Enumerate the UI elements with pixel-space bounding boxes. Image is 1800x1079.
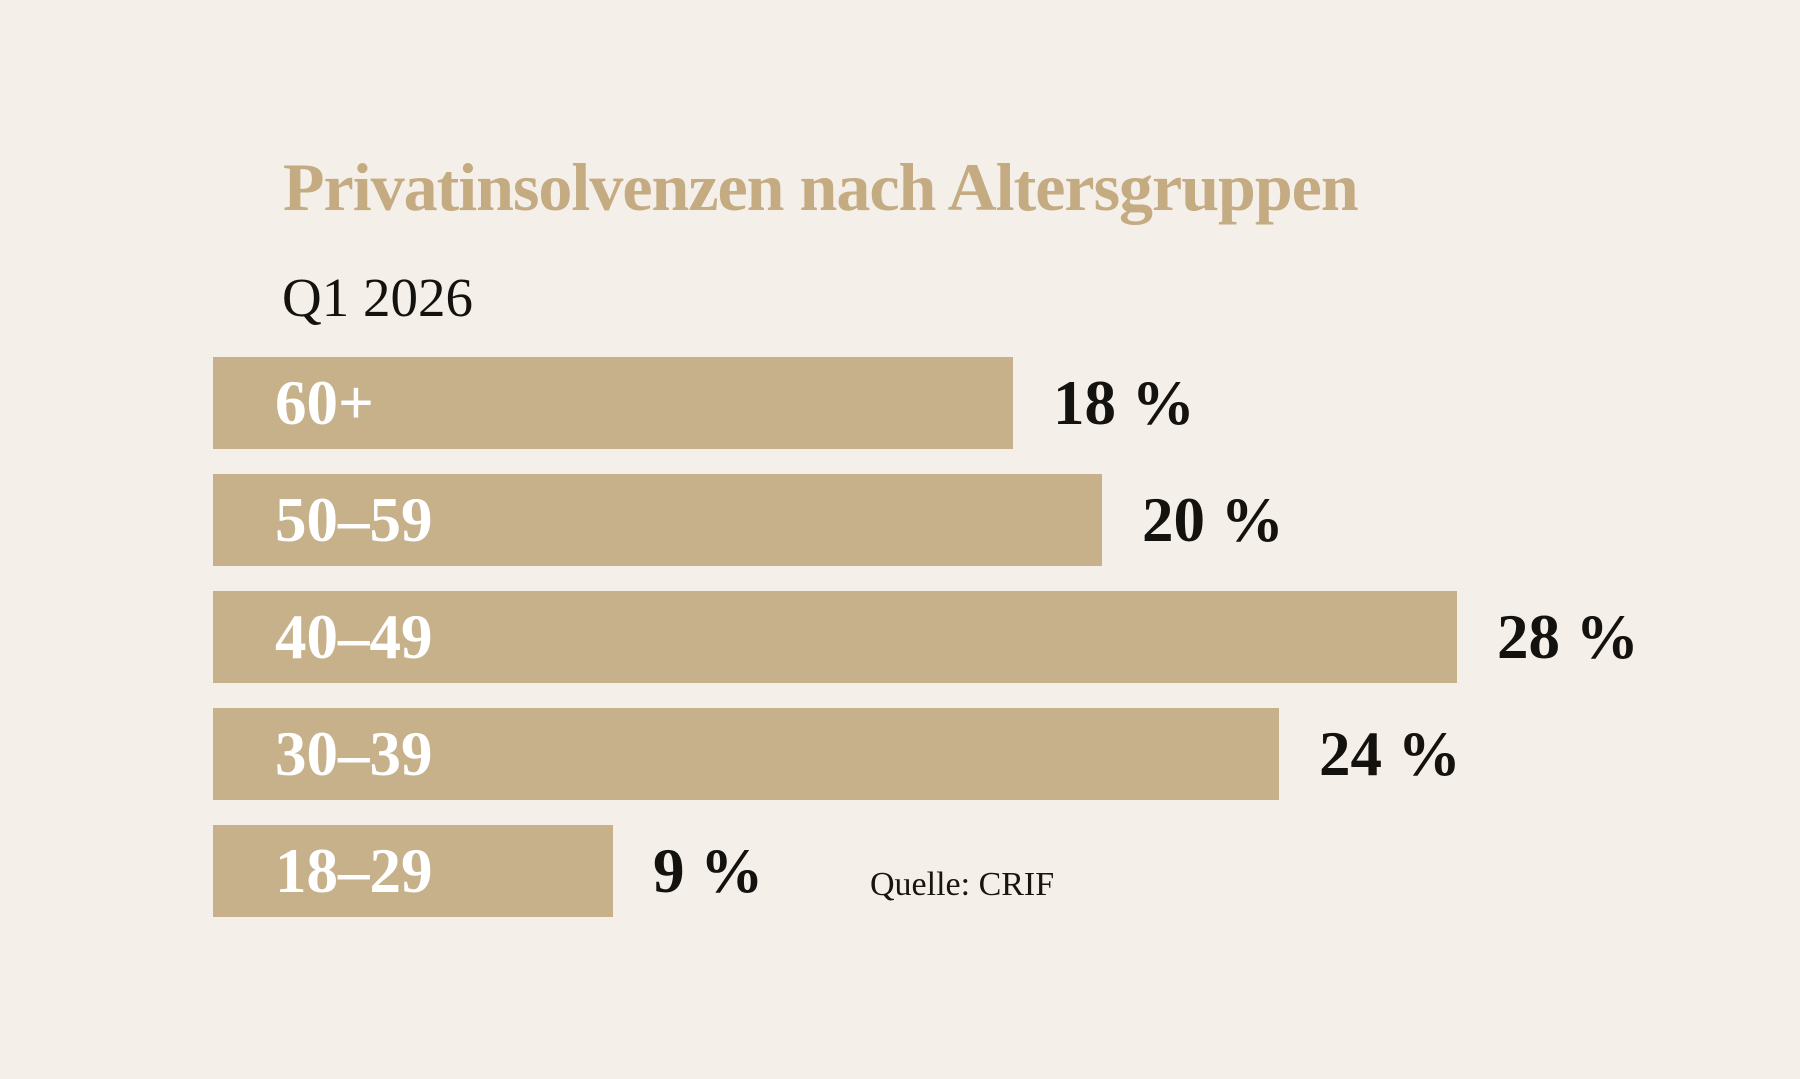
bar-value-label: 28 % — [1497, 601, 1639, 672]
bar-row: 60+ 18 % — [213, 357, 1639, 449]
source-note: Quelle: CRIF — [870, 866, 1055, 903]
bar-value-label: 20 % — [1142, 484, 1284, 555]
bar-category-label: 50–59 — [275, 484, 433, 555]
bar-chart: 60+ 18 % 50–59 20 % 40–49 28 % 30–39 24 … — [213, 357, 1639, 942]
bar: 18–29 — [213, 825, 613, 917]
bar-row: 50–59 20 % — [213, 474, 1639, 566]
bar-category-label: 40–49 — [275, 601, 433, 672]
bar: 40–49 — [213, 591, 1457, 683]
bar-value-label: 9 % — [653, 835, 764, 906]
bar: 60+ — [213, 357, 1013, 449]
bar-row: 18–29 9 % — [213, 825, 1639, 917]
bar: 50–59 — [213, 474, 1102, 566]
bar-category-label: 30–39 — [275, 718, 433, 789]
bar: 30–39 — [213, 708, 1279, 800]
bar-row: 40–49 28 % — [213, 591, 1639, 683]
bar-category-label: 18–29 — [275, 835, 433, 906]
bar-value-label: 18 % — [1053, 367, 1195, 438]
chart-title: Privatinsolvenzen nach Altersgruppen — [283, 149, 1359, 225]
bar-category-label: 60+ — [275, 367, 374, 438]
bar-row: 30–39 24 % — [213, 708, 1639, 800]
bar-value-label: 24 % — [1319, 718, 1461, 789]
chart-subtitle: Q1 2026 — [282, 267, 473, 328]
